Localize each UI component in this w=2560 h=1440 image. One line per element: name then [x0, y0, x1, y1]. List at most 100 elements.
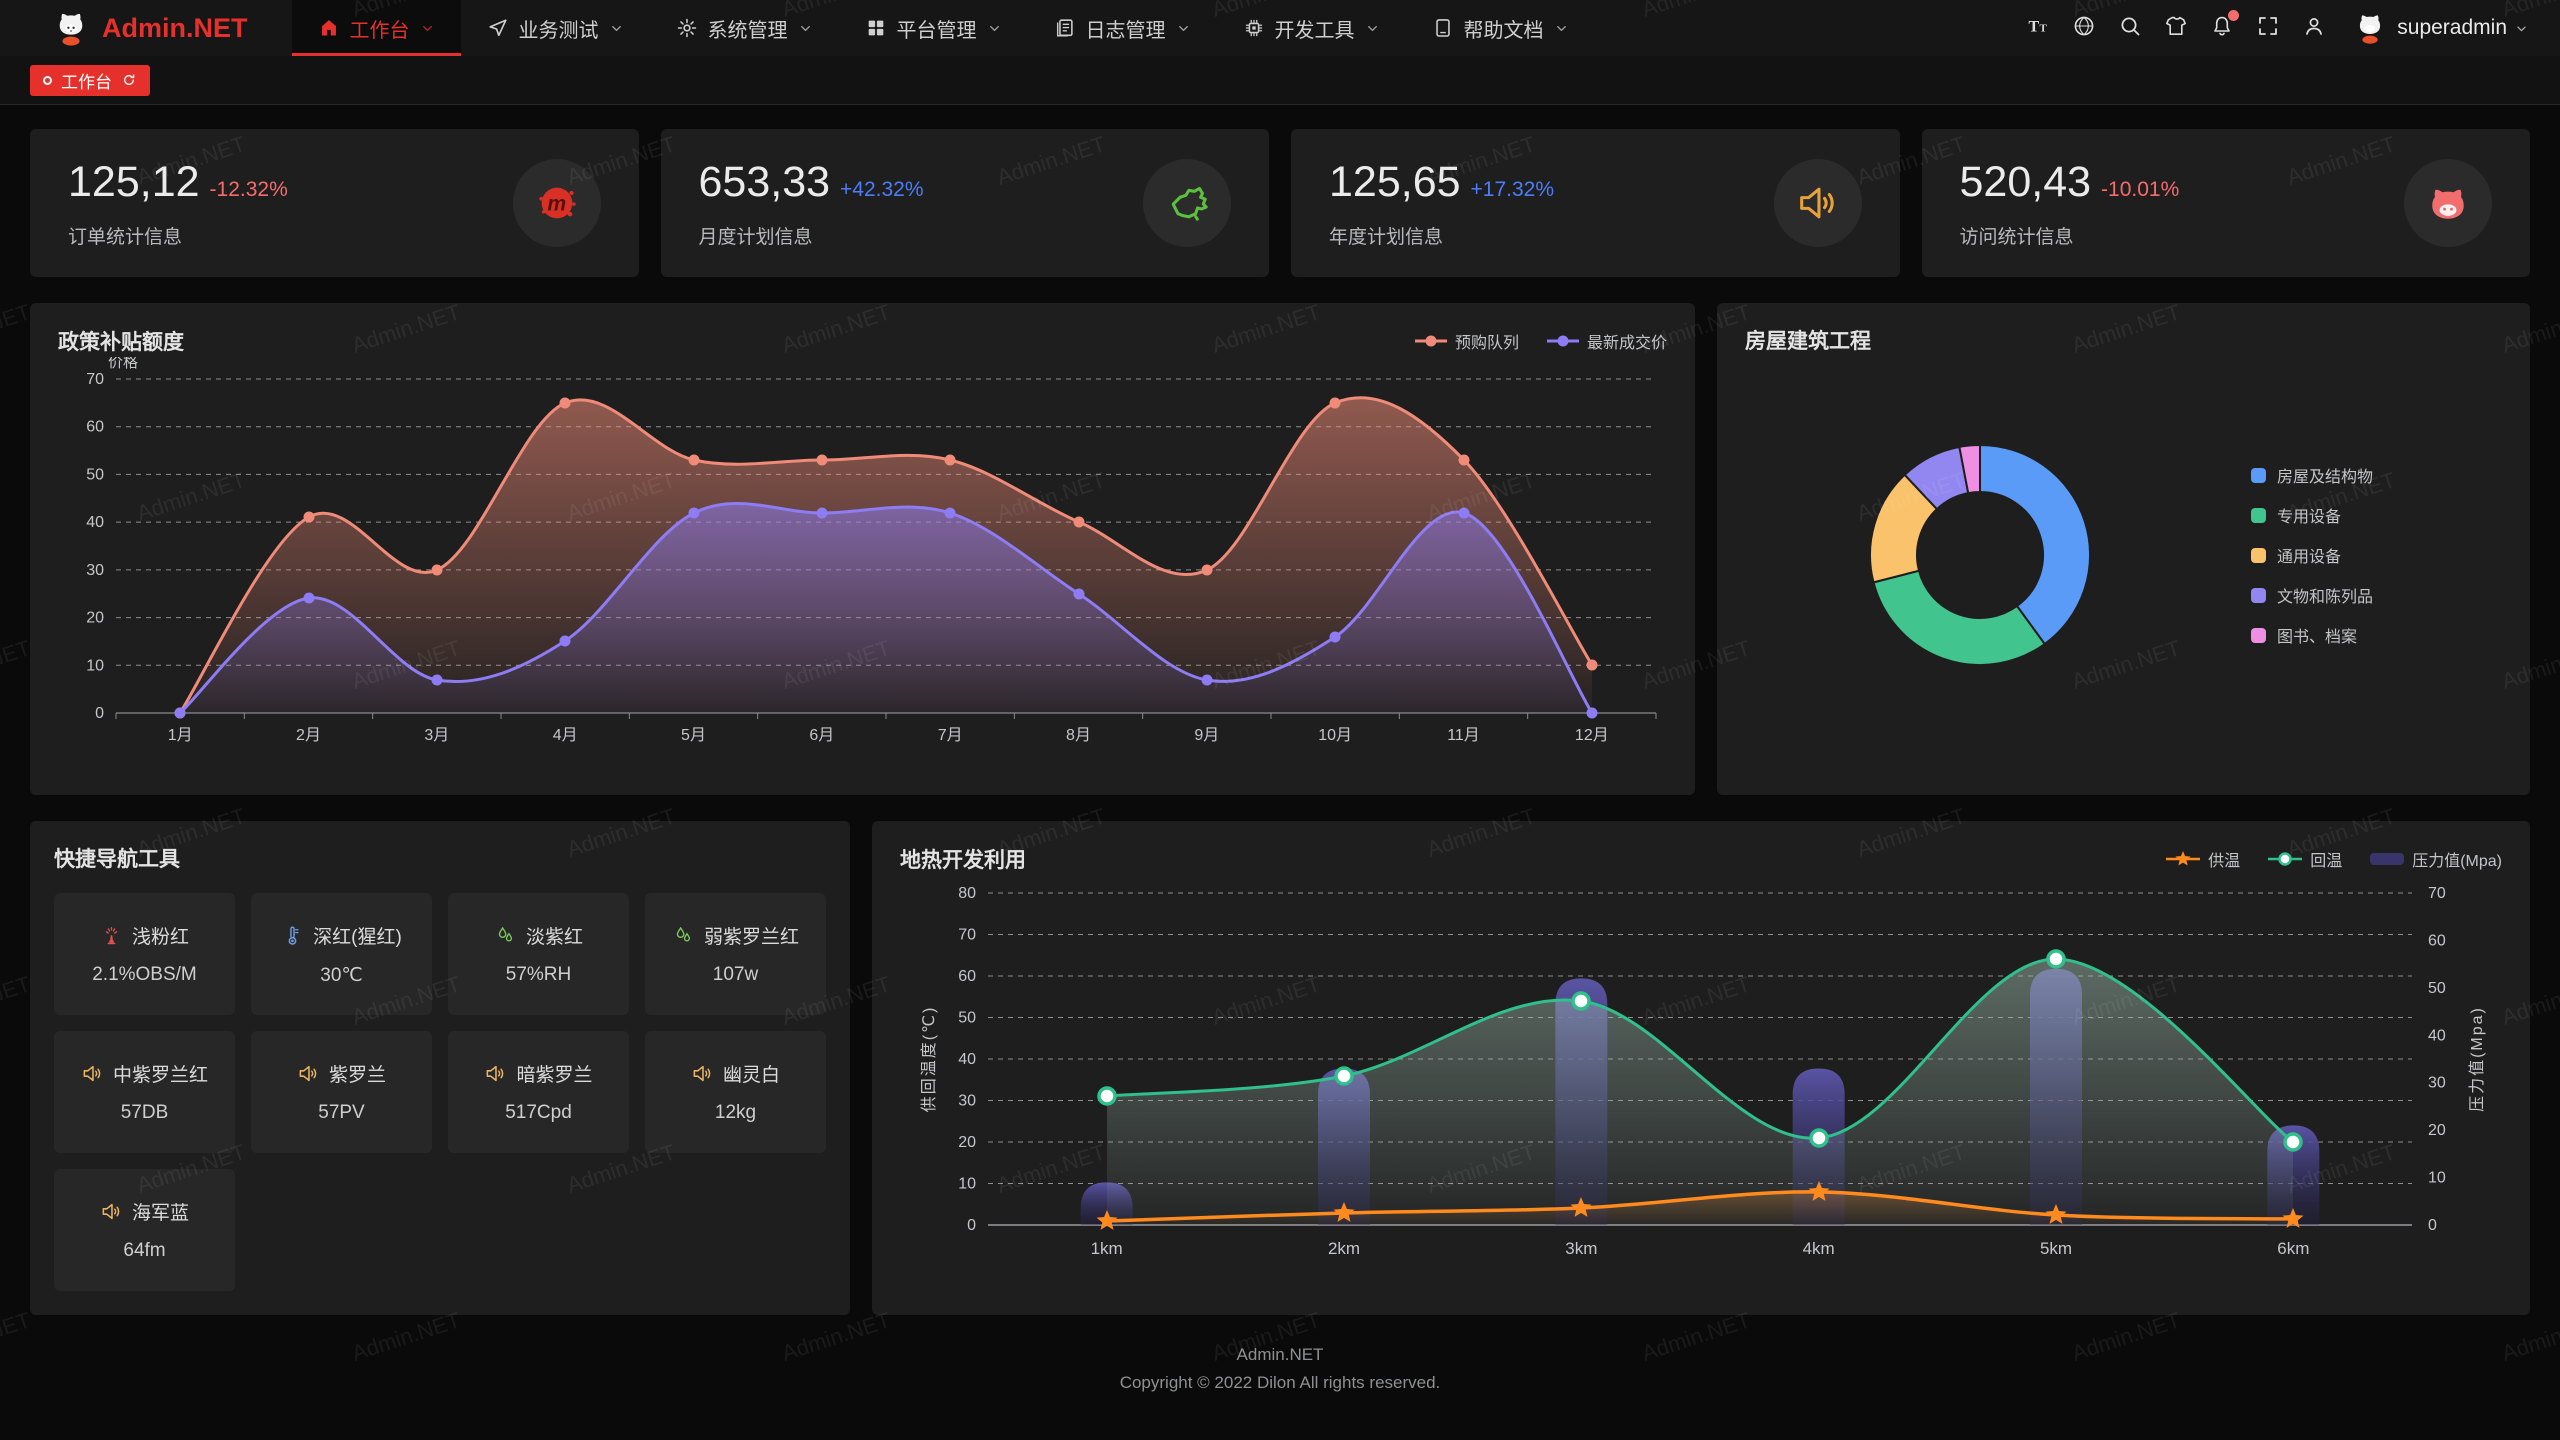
legend-circle-marker-icon [2268, 852, 2303, 866]
speaker-icon [299, 1065, 317, 1082]
quick-nav-value: 57%RH [505, 964, 572, 985]
language-icon[interactable] [2072, 14, 2096, 38]
legend-item[interactable]: 房屋及结构物 [2251, 463, 2373, 487]
building-donut-chart[interactable] [1745, 355, 2215, 755]
svg-text:50: 50 [958, 1010, 976, 1027]
building-project-panel: 房屋建筑工程 房屋及结构物 专用设备 通用设备 文物和陈列品 图书、档案 [1717, 303, 2530, 795]
legend-line-marker-icon [1546, 335, 1579, 347]
speaker-icon [487, 1065, 504, 1082]
svg-text:11月: 11月 [1447, 727, 1480, 744]
svg-text:20: 20 [2428, 1122, 2446, 1139]
speaker-icon [83, 1065, 101, 1082]
gear-icon [677, 18, 696, 38]
user-avatar[interactable] [2353, 11, 2387, 45]
theme-icon[interactable] [2164, 14, 2188, 38]
legend-item[interactable]: 回温 [2268, 847, 2342, 871]
nav-item-platform-mgmt[interactable]: 平台管理 [839, 0, 1028, 56]
quick-nav-item[interactable]: 幽灵白 12kg [645, 1031, 826, 1153]
tab-workbench[interactable]: 工作台 [30, 64, 150, 96]
nav-item-dev-tools[interactable]: 开发工具 [1217, 0, 1406, 56]
svg-text:m: m [547, 192, 566, 215]
speaker-icon [693, 1065, 711, 1082]
tab-label: 工作台 [61, 72, 112, 92]
chevron-down-icon [611, 25, 621, 31]
footer-app-name: Admin.NET [1236, 1345, 1324, 1364]
language-icon [2074, 16, 2094, 35]
workbench-page: 125,12 -12.32% 订单统计信息 m 653,33 +42.32% 月… [0, 129, 2560, 1397]
refresh-icon[interactable] [121, 72, 137, 88]
legend-item[interactable]: 最新成交价 [1546, 329, 1667, 353]
geothermal-mixed-chart[interactable]: 0 10 20 30 40 50 60 70 80 0 10 20 30 40 50 60 70 供回温度(℃) 压… [900, 875, 2502, 1275]
svg-text:12月: 12月 [1575, 727, 1609, 744]
nav-item-help-docs[interactable]: 帮助文档 [1406, 0, 1595, 56]
quick-nav-item[interactable]: 淡紫红 57%RH [448, 893, 629, 1015]
geothermal-panel: 地热开发利用 供温 回温 压力值(Mpa) 0 10 20 30 40 50 60 70 80 0… [872, 821, 2530, 1315]
app-logo[interactable]: Admin.NET [0, 0, 292, 56]
panel-title: 地热开发利用 [900, 849, 1026, 872]
quick-nav-item[interactable]: 暗紫罗兰 517Cpd [448, 1031, 629, 1153]
legend-item[interactable]: 压力值(Mpa) [2370, 847, 2502, 871]
app-title: Admin.NET [102, 12, 248, 43]
quick-nav-item[interactable]: 紫罗兰 57PV [251, 1031, 432, 1153]
quick-nav-item[interactable]: 浅粉红 2.1%OBS/M [54, 893, 235, 1015]
main-nav: 工作台 业务测试 系统管理 平台管理 日志管理 开发工具 帮助文档 [291, 0, 1595, 56]
nav-item-system-mgmt[interactable]: 系统管理 [650, 0, 839, 56]
user-name[interactable]: superadmin [2397, 16, 2507, 39]
bell-icon [2214, 16, 2231, 35]
svg-text:60: 60 [2428, 932, 2446, 949]
svg-text:2月: 2月 [296, 727, 321, 744]
policy-line-chart[interactable]: 0 10 20 30 40 50 60 70 价格 1月 2月 3月 4月 5月 6月 7月 8月 9月 10月 11… [58, 354, 1667, 757]
legend-item[interactable]: 供温 [2166, 847, 2240, 871]
quick-nav-grid: 浅粉红 2.1%OBS/M 深红(猩红) 30℃ 淡紫红 57%RH 弱紫罗兰红… [54, 893, 826, 1291]
svg-text:6月: 6月 [809, 727, 834, 744]
chevron-down-icon[interactable] [2513, 20, 2530, 37]
legend-line-marker-icon [1414, 335, 1447, 347]
theme-icon [2166, 16, 2187, 35]
quick-nav-value: 57PV [318, 1102, 365, 1123]
svg-text:70: 70 [958, 927, 976, 944]
quick-nav-value: 517Cpd [505, 1102, 572, 1123]
svg-text:70: 70 [86, 371, 104, 388]
octocat-logo-icon [59, 13, 83, 46]
svg-text:3km: 3km [1565, 1239, 1597, 1258]
nav-item-workbench[interactable]: 工作台 [291, 0, 461, 56]
svg-text:60: 60 [958, 968, 976, 985]
legend-item[interactable]: 图书、档案 [2251, 623, 2373, 647]
svg-text:40: 40 [86, 514, 104, 531]
chevron-down-icon [1556, 25, 1566, 31]
panel-title: 快捷导航工具 [54, 848, 180, 871]
nav-item-business-test[interactable]: 业务测试 [461, 0, 650, 56]
home-icon [321, 20, 336, 36]
svg-text:0: 0 [2428, 1217, 2437, 1234]
meetup-icon: m [538, 187, 576, 219]
docs-icon [1435, 19, 1450, 37]
search-icon[interactable] [2118, 14, 2142, 38]
thermometer-icon [288, 925, 299, 945]
svg-text:2km: 2km [1328, 1239, 1360, 1258]
chevron-down-icon [422, 25, 432, 31]
nav-item-log-mgmt[interactable]: 日志管理 [1028, 0, 1217, 56]
legend-item[interactable]: 文物和陈列品 [2251, 583, 2373, 607]
svg-text:40: 40 [2428, 1027, 2446, 1044]
stat-delta: +17.32% [1470, 177, 1555, 201]
user-icon[interactable] [2302, 14, 2326, 38]
svg-text:30: 30 [86, 562, 104, 579]
bell-icon[interactable] [2210, 9, 2240, 38]
stat-label: 年度计划信息 [1329, 226, 1444, 248]
quick-nav-item[interactable]: 深红(猩红) 30℃ [251, 893, 432, 1015]
svg-text:压力值(Mpa): 压力值(Mpa) [2468, 1006, 2486, 1112]
fullscreen-icon[interactable] [2256, 14, 2280, 38]
svg-text:T: T [2029, 18, 2040, 35]
legend-item[interactable]: 预购队列 [1414, 329, 1519, 353]
chevron-down-icon [989, 25, 999, 31]
china-map-icon [1171, 186, 1208, 221]
grid-icon [868, 20, 883, 36]
svg-text:40: 40 [958, 1051, 976, 1068]
quick-nav-item[interactable]: 海军蓝 64fm [54, 1169, 235, 1291]
legend-item[interactable]: 通用设备 [2251, 543, 2373, 567]
svg-text:10: 10 [86, 657, 104, 674]
quick-nav-item[interactable]: 中紫罗兰红 57DB [54, 1031, 235, 1153]
quick-nav-item[interactable]: 弱紫罗兰红 107w [645, 893, 826, 1015]
legend-item[interactable]: 专用设备 [2251, 503, 2373, 527]
